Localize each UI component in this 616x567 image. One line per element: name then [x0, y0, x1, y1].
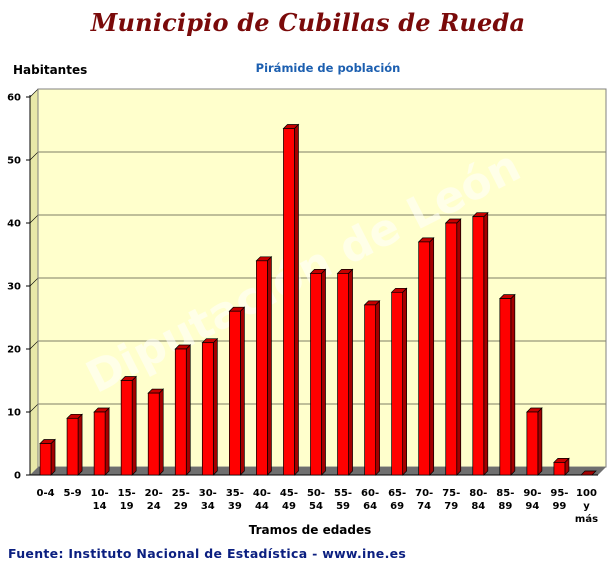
bar: [526, 407, 543, 476]
bar-front: [66, 417, 79, 476]
x-tick-label: 35-39: [226, 488, 244, 512]
x-tick-label: 45-49: [280, 488, 298, 512]
bar-front: [337, 273, 349, 476]
bar-side: [158, 388, 164, 476]
chart-title: Pirámide de población: [255, 61, 401, 75]
bar: [444, 218, 462, 476]
y-tick-label: 20: [7, 345, 21, 356]
x-tick-label: 30-34: [199, 488, 217, 512]
bar-front: [283, 128, 295, 476]
x-tick-label: 80-84: [469, 488, 487, 512]
bar-front: [472, 216, 485, 476]
page-title: Municipio de Cubillas de Rueda: [90, 8, 526, 37]
bar-front: [229, 310, 241, 476]
bar-front: [364, 304, 376, 476]
y-tick-label: 10: [7, 408, 21, 419]
x-tick-label: 65-69: [388, 488, 406, 512]
x-tick-label: 0-4: [36, 488, 54, 499]
y-tick-label: 40: [7, 219, 21, 230]
bar-front: [147, 392, 160, 476]
bar: [282, 123, 300, 476]
bar-front: [39, 443, 52, 476]
bar-front: [201, 342, 214, 476]
x-tick-label: 20-24: [145, 488, 163, 512]
x-tick-label: 15-19: [118, 488, 136, 512]
bar-side: [212, 337, 218, 476]
bar-front: [310, 273, 322, 476]
x-tick-label: 60-64: [361, 488, 379, 512]
bar-side: [104, 407, 110, 476]
bar-top: [580, 470, 597, 476]
bar: [553, 457, 570, 476]
x-tick-label: 40-44: [253, 488, 271, 512]
bar-side: [483, 211, 489, 476]
bar-side: [267, 255, 272, 476]
bar: [228, 306, 246, 476]
bar-side: [294, 123, 299, 476]
bar-side: [50, 438, 56, 476]
y-tick-label: 60: [7, 93, 21, 104]
bar: [471, 211, 489, 476]
x-tick-label: 90-94: [523, 488, 541, 512]
bar-side: [321, 268, 326, 476]
bar-side: [429, 237, 435, 476]
y-tick-label: 0: [14, 471, 21, 482]
bar: [417, 237, 435, 476]
bar: [201, 337, 219, 476]
bar-front: [553, 462, 566, 476]
bar: [66, 413, 83, 476]
bar: [174, 344, 192, 476]
bar-side: [185, 344, 191, 476]
x-tick-label: 5-9: [64, 488, 82, 499]
x-tick-label: 50-54: [307, 488, 325, 512]
x-axis-label: Tramos de edades: [248, 523, 372, 537]
bar-side: [77, 413, 83, 476]
bar: [93, 407, 110, 476]
bar: [39, 438, 56, 476]
bar-front: [174, 348, 187, 476]
bar: [580, 470, 597, 476]
bar-front: [418, 241, 431, 476]
bar-side: [402, 287, 407, 476]
y-tick-label: 50: [7, 156, 21, 167]
bar-side: [240, 306, 245, 476]
bar: [120, 375, 138, 476]
x-tick-label: 75-79: [442, 488, 460, 512]
bar-side: [348, 268, 353, 476]
bar: [309, 268, 327, 476]
bar-side: [510, 293, 516, 476]
bar: [336, 268, 354, 476]
bar-front: [499, 298, 512, 476]
x-tick-label: 25-29: [172, 488, 190, 512]
x-tick-label: 95-99: [550, 488, 568, 512]
bar-side: [537, 407, 543, 476]
bar-side: [375, 300, 380, 476]
x-tick-label: 85-89: [496, 488, 514, 512]
bar-front: [391, 291, 403, 476]
source-note: Fuente: Instituto Nacional de Estadístic…: [8, 546, 407, 561]
bar-front: [93, 411, 106, 476]
bar-front: [445, 222, 458, 476]
bar-front: [526, 411, 539, 476]
bar-side: [456, 218, 462, 476]
x-tick-label: 10-14: [91, 488, 109, 512]
y-tick-label: 30: [7, 282, 21, 293]
y-axis-label: Habitantes: [13, 63, 88, 77]
bar: [255, 255, 273, 476]
bar: [363, 300, 381, 476]
x-tick-label: 100 y más: [575, 488, 598, 525]
bar: [390, 287, 408, 476]
bar-front: [256, 260, 268, 476]
x-tick-label: 70-74: [415, 488, 433, 512]
bar: [147, 388, 165, 476]
x-tick-label: 55-59: [334, 488, 352, 512]
bar-side: [131, 375, 137, 476]
bar-front: [120, 380, 133, 476]
bar: [498, 293, 516, 476]
